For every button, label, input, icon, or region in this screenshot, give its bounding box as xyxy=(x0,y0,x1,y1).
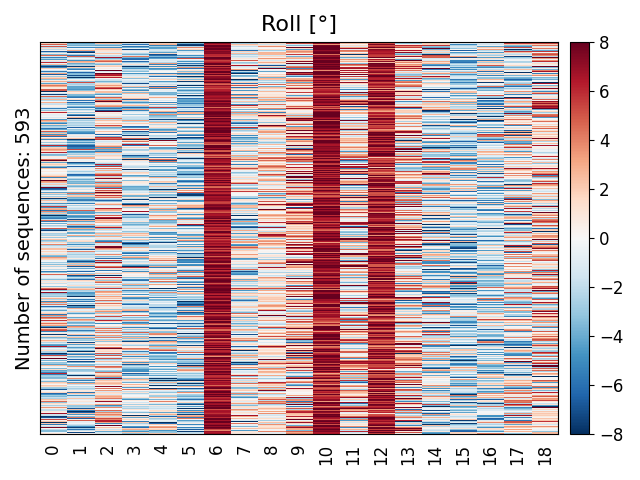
Y-axis label: Number of sequences: 593: Number of sequences: 593 xyxy=(15,106,34,370)
Title: Roll [°]: Roll [°] xyxy=(261,15,337,35)
